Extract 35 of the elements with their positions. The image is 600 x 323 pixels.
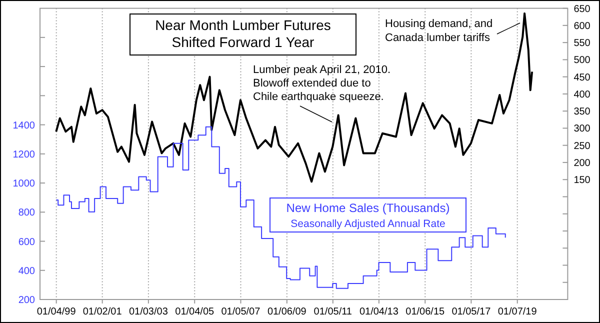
y2-tick-label: 350 [574,106,591,118]
y2-tick-label: 400 [574,89,591,100]
x-tick-label: 01/05/07 [221,306,261,318]
annotation: Lumber peak April 21, 2010. Blowoff extended due to Chile earthquake squeeze. [253,64,391,103]
x-tick-label: 01/06/15 [406,306,446,318]
y2-tick-label: 450 [574,72,591,84]
x-tick-label: 01/05/17 [452,306,492,318]
y-tick-label: 1400 [12,120,36,132]
y-tick-label: 1000 [12,178,36,190]
y2-tick-label: 550 [574,38,591,50]
text: New Home Sales (Thousands) [286,201,450,215]
y-tick-label: 600 [18,236,36,248]
y2-tick-label: 150 [574,175,591,186]
x-tick-label: 01/02/01 [82,306,122,318]
y2-tick-label: 600 [574,20,591,32]
y2-tick-label: 200 [574,158,591,169]
x-tick-label: 01/03/03 [128,306,168,318]
y-tick-label: 400 [18,266,36,277]
y-tick-label: 200 [18,295,36,306]
x-tick-label: 01/07/19 [498,306,538,318]
y-tick-label: 1200 [12,149,36,160]
x-tick-label: 01/04/05 [175,306,215,318]
y-tick-label: 800 [18,208,36,219]
x-tick-label: 01/06/09 [267,306,307,318]
y2-tick-label: 500 [574,55,591,66]
x-tick-label: 01/04/13 [359,306,399,318]
line-series [55,12,534,183]
y2-tick-label: 650 [574,4,591,15]
y2-tick-label: 300 [574,124,591,135]
x-tick-label: 01/05/11 [314,306,352,318]
x-tick-label: 01/04/99 [36,306,76,318]
y2-tick-label: 250 [574,140,591,152]
text: Near Month Lumber Futures Shifted Forward 1 Year [155,17,331,50]
annotation: Seasonally Adjusted Annual Rate [290,218,446,230]
annotation: Housing demand, and Canada lumber tariffs [385,18,493,44]
